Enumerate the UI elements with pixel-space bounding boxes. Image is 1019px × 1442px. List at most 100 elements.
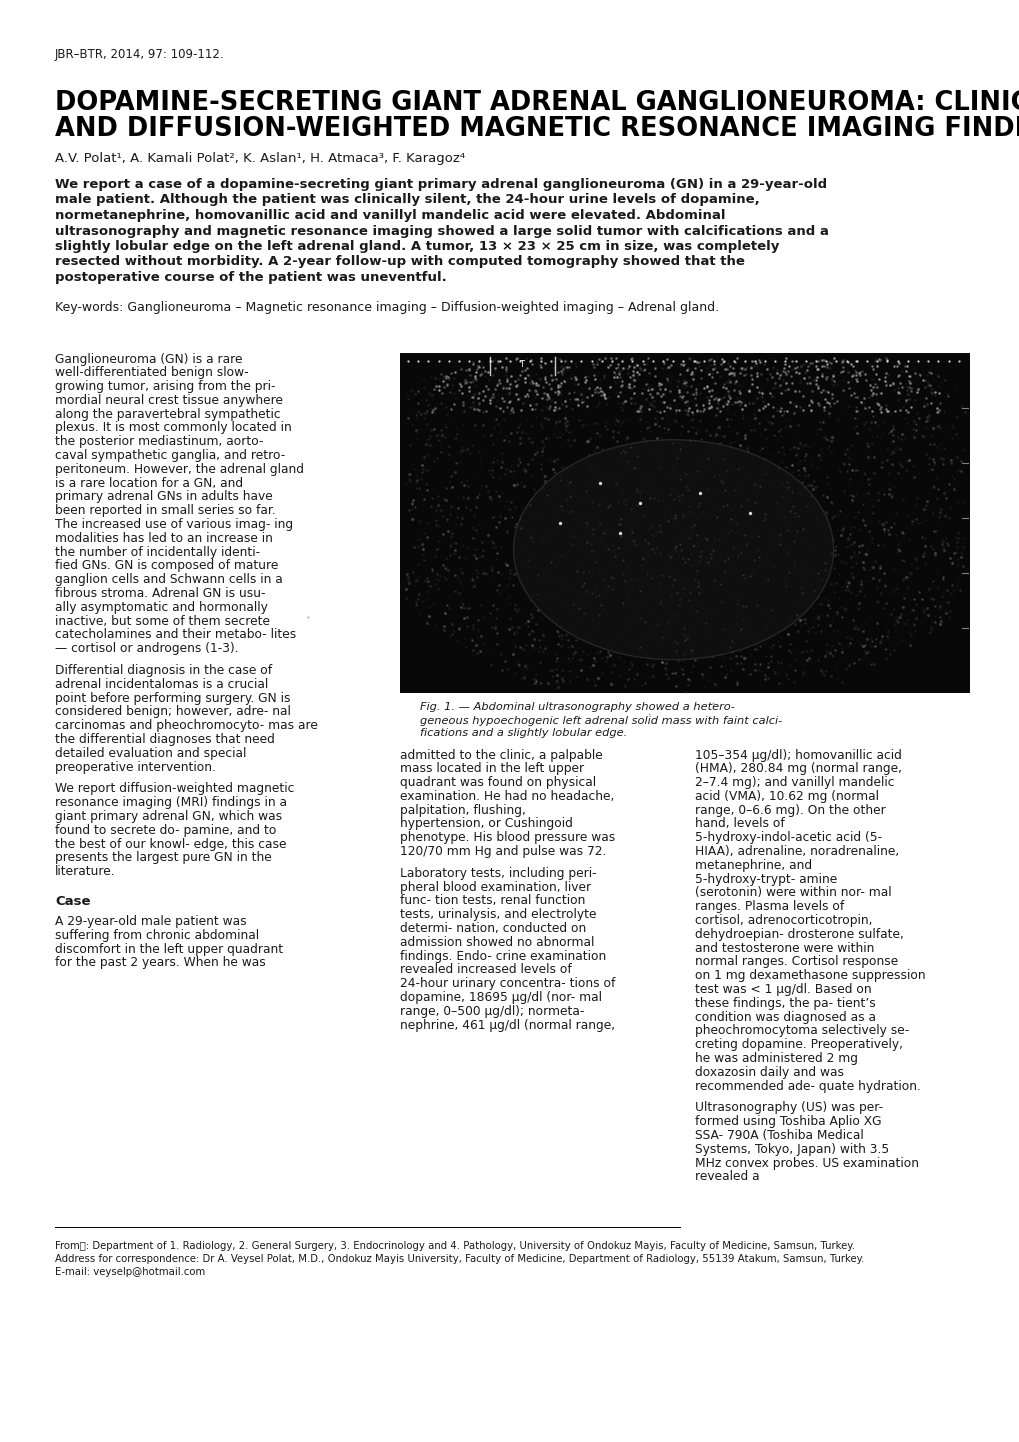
Text: 5-hydroxy-trypt- amine: 5-hydroxy-trypt- amine bbox=[694, 872, 837, 885]
Text: resected without morbidity. A 2-year follow-up with computed tomography showed t: resected without morbidity. A 2-year fol… bbox=[55, 255, 744, 268]
Text: carcinomas and pheochromocyto- mas are: carcinomas and pheochromocyto- mas are bbox=[55, 720, 318, 733]
Text: (HMA), 280.84 mg (normal range,: (HMA), 280.84 mg (normal range, bbox=[694, 763, 901, 776]
Text: Ultrasonography (US) was per-: Ultrasonography (US) was per- bbox=[694, 1102, 882, 1115]
Text: hypertension, or Cushingoid: hypertension, or Cushingoid bbox=[399, 818, 573, 831]
Text: recommended ade- quate hydration.: recommended ade- quate hydration. bbox=[694, 1080, 920, 1093]
Text: catecholamines and their metabo- lites: catecholamines and their metabo- lites bbox=[55, 629, 296, 642]
Text: pheochromocytoma selectively se-: pheochromocytoma selectively se- bbox=[694, 1024, 908, 1037]
Text: ultrasonography and magnetic resonance imaging showed a large solid tumor with c: ultrasonography and magnetic resonance i… bbox=[55, 225, 828, 238]
Text: revealed a: revealed a bbox=[694, 1171, 759, 1184]
Text: growing tumor, arising from the pri-: growing tumor, arising from the pri- bbox=[55, 381, 275, 394]
Text: for the past 2 years. When he was: for the past 2 years. When he was bbox=[55, 956, 266, 969]
Text: dopamine, 18695 μg/dl (nor- mal: dopamine, 18695 μg/dl (nor- mal bbox=[399, 991, 601, 1004]
Text: giant primary adrenal GN, which was: giant primary adrenal GN, which was bbox=[55, 810, 282, 823]
Text: the number of incidentally identi-: the number of incidentally identi- bbox=[55, 545, 260, 558]
Text: resonance imaging (MRI) findings in a: resonance imaging (MRI) findings in a bbox=[55, 796, 286, 809]
Text: adrenal incidentalomas is a crucial: adrenal incidentalomas is a crucial bbox=[55, 678, 268, 691]
Text: metanephrine, and: metanephrine, and bbox=[694, 859, 811, 872]
Text: AND DIFFUSION-WEIGHTED MAGNETIC RESONANCE IMAGING FINDINGS: AND DIFFUSION-WEIGHTED MAGNETIC RESONANC… bbox=[55, 115, 1019, 141]
Text: formed using Toshiba Aplio XG: formed using Toshiba Aplio XG bbox=[694, 1115, 880, 1128]
Text: admission showed no abnormal: admission showed no abnormal bbox=[399, 936, 594, 949]
Text: doxazosin daily and was: doxazosin daily and was bbox=[694, 1066, 843, 1079]
Text: Key-words: Ganglioneuroma – Magnetic resonance imaging – Diffusion-weighted imag: Key-words: Ganglioneuroma – Magnetic res… bbox=[55, 300, 718, 313]
Text: 24-hour urinary concentra- tions of: 24-hour urinary concentra- tions of bbox=[399, 978, 614, 991]
Text: tests, urinalysis, and electrolyte: tests, urinalysis, and electrolyte bbox=[399, 908, 596, 921]
Text: Ganglioneuroma (GN) is a rare: Ganglioneuroma (GN) is a rare bbox=[55, 352, 243, 365]
Text: 5-hydroxy-indol-acetic acid (5-: 5-hydroxy-indol-acetic acid (5- bbox=[694, 831, 881, 845]
Text: HIAA), adrenaline, noradrenaline,: HIAA), adrenaline, noradrenaline, bbox=[694, 845, 899, 858]
Text: MHz convex probes. US examination: MHz convex probes. US examination bbox=[694, 1156, 918, 1169]
Text: ranges. Plasma levels of: ranges. Plasma levels of bbox=[694, 900, 844, 913]
Text: palpitation, flushing,: palpitation, flushing, bbox=[399, 803, 526, 816]
Text: determi- nation, conducted on: determi- nation, conducted on bbox=[399, 921, 586, 934]
Text: creting dopamine. Preoperatively,: creting dopamine. Preoperatively, bbox=[694, 1038, 902, 1051]
Text: discomfort in the left upper quadrant: discomfort in the left upper quadrant bbox=[55, 943, 283, 956]
Text: primary adrenal GNs in adults have: primary adrenal GNs in adults have bbox=[55, 490, 272, 503]
Text: A 29-year-old male patient was: A 29-year-old male patient was bbox=[55, 916, 247, 929]
Text: mordial neural crest tissue anywhere: mordial neural crest tissue anywhere bbox=[55, 394, 282, 407]
Text: mass located in the left upper: mass located in the left upper bbox=[399, 763, 584, 776]
Text: DOPAMINE-SECRETING GIANT ADRENAL GANGLIONEUROMA: CLINICAL: DOPAMINE-SECRETING GIANT ADRENAL GANGLIO… bbox=[55, 89, 1019, 115]
Text: 120/70 mm Hg and pulse was 72.: 120/70 mm Hg and pulse was 72. bbox=[399, 845, 605, 858]
Text: presents the largest pure GN in the: presents the largest pure GN in the bbox=[55, 851, 271, 865]
Bar bbox=[399, 352, 969, 692]
Text: male patient. Although the patient was clinically silent, the 24-hour urine leve: male patient. Although the patient was c… bbox=[55, 193, 759, 206]
Text: normal ranges. Cortisol response: normal ranges. Cortisol response bbox=[694, 956, 898, 969]
Ellipse shape bbox=[514, 440, 833, 659]
Text: slightly lobular edge on the left adrenal gland. A tumor, 13 × 23 × 25 cm in siz: slightly lobular edge on the left adrena… bbox=[55, 239, 779, 252]
Text: caval sympathetic ganglia, and retro-: caval sympathetic ganglia, and retro- bbox=[55, 448, 285, 461]
Text: nephrine, 461 μg/dl (normal range,: nephrine, 461 μg/dl (normal range, bbox=[399, 1018, 614, 1031]
Text: detailed evaluation and special: detailed evaluation and special bbox=[55, 747, 247, 760]
Text: We report a case of a dopamine-secreting giant primary adrenal ganglioneuroma (G: We report a case of a dopamine-secreting… bbox=[55, 177, 826, 190]
Text: and testosterone were within: and testosterone were within bbox=[694, 942, 873, 955]
Text: pheral blood examination, liver: pheral blood examination, liver bbox=[399, 881, 591, 894]
Text: E-mail: veyselp@hotmail.com: E-mail: veyselp@hotmail.com bbox=[55, 1268, 205, 1278]
Text: phenotype. His blood pressure was: phenotype. His blood pressure was bbox=[399, 831, 614, 845]
Text: range, 0–6.6 mg). On the other: range, 0–6.6 mg). On the other bbox=[694, 803, 884, 816]
Text: along the paravertebral sympathetic: along the paravertebral sympathetic bbox=[55, 408, 280, 421]
Text: Laboratory tests, including peri-: Laboratory tests, including peri- bbox=[399, 867, 596, 880]
Text: revealed increased levels of: revealed increased levels of bbox=[399, 963, 572, 976]
Text: plexus. It is most commonly located in: plexus. It is most commonly located in bbox=[55, 421, 291, 434]
Text: postoperative course of the patient was uneventful.: postoperative course of the patient was … bbox=[55, 271, 446, 284]
Text: fied GNs. GN is composed of mature: fied GNs. GN is composed of mature bbox=[55, 559, 278, 572]
Text: Case: Case bbox=[55, 895, 91, 908]
Text: func- tion tests, renal function: func- tion tests, renal function bbox=[399, 894, 585, 907]
Text: considered benign; however, adre- nal: considered benign; however, adre- nal bbox=[55, 705, 290, 718]
Text: cortisol, adrenocorticotropin,: cortisol, adrenocorticotropin, bbox=[694, 914, 871, 927]
Text: the best of our knowl- edge, this case: the best of our knowl- edge, this case bbox=[55, 838, 286, 851]
Text: these findings, the pa- tient’s: these findings, the pa- tient’s bbox=[694, 996, 875, 1009]
Text: found to secrete do- pamine, and to: found to secrete do- pamine, and to bbox=[55, 823, 276, 836]
Text: Differential diagnosis in the case of: Differential diagnosis in the case of bbox=[55, 665, 272, 678]
Text: is a rare location for a GN, and: is a rare location for a GN, and bbox=[55, 477, 243, 490]
Text: fibrous stroma. Adrenal GN is usu-: fibrous stroma. Adrenal GN is usu- bbox=[55, 587, 265, 600]
Text: admitted to the clinic, a palpable: admitted to the clinic, a palpable bbox=[399, 748, 602, 761]
Text: (serotonin) were within nor- mal: (serotonin) were within nor- mal bbox=[694, 887, 891, 900]
Text: ally asymptomatic and hormonally: ally asymptomatic and hormonally bbox=[55, 601, 268, 614]
Text: findings. Endo- crine examination: findings. Endo- crine examination bbox=[399, 950, 605, 963]
Text: normetanephrine, homovanillic acid and vanillyl mandelic acid were elevated. Abd: normetanephrine, homovanillic acid and v… bbox=[55, 209, 725, 222]
Text: From˸: Department of 1. Radiology, 2. General Surgery, 3. Endocrinology and 4. P: From˸: Department of 1. Radiology, 2. Ge… bbox=[55, 1242, 854, 1252]
Text: acid (VMA), 10.62 mg (normal: acid (VMA), 10.62 mg (normal bbox=[694, 790, 878, 803]
Text: examination. He had no headache,: examination. He had no headache, bbox=[399, 790, 613, 803]
Text: been reported in small series so far.: been reported in small series so far. bbox=[55, 505, 275, 518]
Text: quadrant was found on physical: quadrant was found on physical bbox=[399, 776, 595, 789]
Text: The increased use of various imag- ing: The increased use of various imag- ing bbox=[55, 518, 292, 531]
Text: suffering from chronic abdominal: suffering from chronic abdominal bbox=[55, 929, 259, 942]
Text: — cortisol or androgens (1-3).: — cortisol or androgens (1-3). bbox=[55, 642, 238, 655]
Text: We report diffusion-weighted magnetic: We report diffusion-weighted magnetic bbox=[55, 783, 294, 796]
Text: test was < 1 μg/dl. Based on: test was < 1 μg/dl. Based on bbox=[694, 983, 871, 996]
Text: ganglion cells and Schwann cells in a: ganglion cells and Schwann cells in a bbox=[55, 574, 282, 587]
Text: Systems, Tokyo, Japan) with 3.5: Systems, Tokyo, Japan) with 3.5 bbox=[694, 1144, 889, 1156]
Text: inactive, but some of them secrete: inactive, but some of them secrete bbox=[55, 614, 270, 627]
Text: condition was diagnosed as a: condition was diagnosed as a bbox=[694, 1011, 875, 1024]
Text: peritoneum. However, the adrenal gland: peritoneum. However, the adrenal gland bbox=[55, 463, 304, 476]
Text: range, 0–500 μg/dl); normeta-: range, 0–500 μg/dl); normeta- bbox=[399, 1005, 584, 1018]
Text: 2–7.4 mg); and vanillyl mandelic: 2–7.4 mg); and vanillyl mandelic bbox=[694, 776, 894, 789]
Text: he was administered 2 mg: he was administered 2 mg bbox=[694, 1053, 857, 1066]
Text: point before performing surgery. GN is: point before performing surgery. GN is bbox=[55, 692, 290, 705]
Text: SSA- 790A (Toshiba Medical: SSA- 790A (Toshiba Medical bbox=[694, 1129, 863, 1142]
Text: A.V. Polat¹, A. Kamali Polat², K. Aslan¹, H. Atmaca³, F. Karagoz⁴: A.V. Polat¹, A. Kamali Polat², K. Aslan¹… bbox=[55, 151, 465, 164]
Text: preoperative intervention.: preoperative intervention. bbox=[55, 761, 216, 774]
Text: the differential diagnoses that need: the differential diagnoses that need bbox=[55, 733, 274, 746]
